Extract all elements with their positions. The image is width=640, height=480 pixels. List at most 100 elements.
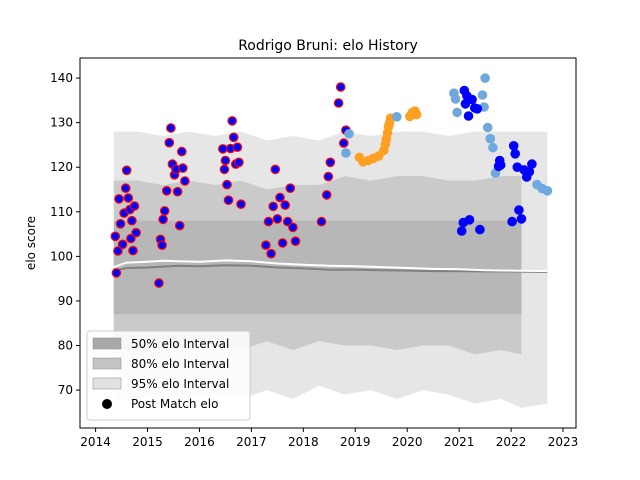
data-point-s0-23 xyxy=(166,123,176,133)
data-point-s0-49 xyxy=(272,214,283,224)
interval-band-2 xyxy=(113,220,522,315)
x-tick-label-7: 2021 xyxy=(444,435,475,449)
line-median xyxy=(113,264,548,273)
data-point-s0-1 xyxy=(111,268,122,278)
legend-label-3: Post Match elo xyxy=(131,397,218,411)
data-point-s3-18 xyxy=(514,205,524,215)
data-point-s2-0 xyxy=(341,148,351,158)
legend-box xyxy=(86,330,251,421)
data-point-s2-15 xyxy=(542,186,553,196)
legend: 50% elo Interval 80% elo Interval 95% elo … xyxy=(86,330,251,421)
data-point-s0-8 xyxy=(121,165,132,176)
data-point-s1-4 xyxy=(373,151,384,161)
data-point-s3-10 xyxy=(475,224,485,235)
data-point-s0-61 xyxy=(333,98,344,108)
data-point-s0-20 xyxy=(159,206,170,216)
data-point-s0-3 xyxy=(114,194,124,204)
data-point-s0-27 xyxy=(172,186,183,197)
data-point-s0-5 xyxy=(117,239,128,250)
data-point-s0-53 xyxy=(282,216,293,227)
data-point-s3-6 xyxy=(464,215,475,225)
data-point-s0-33 xyxy=(219,164,230,175)
data-point-s0-48 xyxy=(270,164,281,175)
data-point-s0-51 xyxy=(277,238,288,248)
data-point-s0-58 xyxy=(321,190,332,200)
data-point-s0-14 xyxy=(129,201,140,211)
data-point-s0-9 xyxy=(123,193,134,203)
y-tick-label-0: 70 xyxy=(58,383,73,397)
legend-marker-3 xyxy=(102,399,112,409)
data-point-s0-12 xyxy=(127,215,137,226)
data-point-s2-11 xyxy=(488,142,498,153)
x-tick-label-5: 2019 xyxy=(340,435,371,449)
data-point-s3-13 xyxy=(495,160,506,170)
data-point-s3-15 xyxy=(508,141,519,151)
axes-frame xyxy=(79,57,577,429)
data-point-s0-22 xyxy=(164,137,175,148)
data-point-s0-29 xyxy=(177,146,187,157)
data-point-s3-5 xyxy=(463,111,474,121)
y-tick-label-7: 140 xyxy=(50,71,73,85)
data-point-s2-10 xyxy=(485,133,496,144)
data-point-s3-0 xyxy=(456,226,467,236)
data-point-s0-0 xyxy=(110,231,121,242)
data-point-s0-11 xyxy=(126,233,136,244)
data-point-s0-15 xyxy=(131,227,141,238)
data-point-s0-42 xyxy=(234,157,244,168)
x-tick-label-1: 2015 xyxy=(132,435,163,449)
data-point-s3-23 xyxy=(527,159,537,169)
data-point-s0-35 xyxy=(222,179,232,190)
legend-swatch-2 xyxy=(92,377,122,390)
y-tick-label-5: 120 xyxy=(50,160,73,174)
data-point-s3-16 xyxy=(510,149,520,159)
legend-swatch-1 xyxy=(92,357,122,370)
data-point-s0-54 xyxy=(285,183,296,193)
x-tick-label-8: 2022 xyxy=(496,435,527,449)
legend-label-1: 80% elo Interval xyxy=(131,357,229,371)
data-point-s2-1 xyxy=(344,129,354,139)
data-point-s2-4 xyxy=(450,94,461,104)
chart-title: Rodrigo Bruni: elo History xyxy=(238,38,418,54)
data-point-s0-47 xyxy=(268,201,278,212)
y-axis-ticks: 70 80 90 100 110 120 130 140 xyxy=(50,71,80,397)
data-point-s0-38 xyxy=(227,116,237,126)
y-tick-label-1: 80 xyxy=(58,339,73,353)
y-tick-label-4: 110 xyxy=(50,205,73,219)
data-point-s2-5 xyxy=(452,107,462,118)
data-point-s0-62 xyxy=(335,82,346,92)
y-tick-label-2: 90 xyxy=(58,294,73,308)
data-point-s0-34 xyxy=(220,155,231,166)
data-point-s0-56 xyxy=(290,236,301,246)
data-point-s2-8 xyxy=(480,73,490,83)
data-point-s0-52 xyxy=(280,200,290,210)
data-point-s0-44 xyxy=(261,240,271,250)
data-point-s0-7 xyxy=(120,183,131,193)
data-point-s0-2 xyxy=(113,246,123,256)
data-point-s0-21 xyxy=(161,186,172,196)
x-tick-label-6: 2020 xyxy=(392,435,423,449)
data-point-s0-13 xyxy=(128,245,138,256)
data-point-s3-9 xyxy=(472,104,483,114)
data-point-s0-16 xyxy=(154,278,164,288)
data-point-s1-15 xyxy=(411,109,422,120)
data-point-s0-4 xyxy=(115,219,126,229)
data-point-s0-39 xyxy=(228,132,239,143)
x-tick-label-9: 2023 xyxy=(548,435,579,449)
data-point-s2-9 xyxy=(482,122,493,133)
x-tick-label-0: 2014 xyxy=(80,435,111,449)
y-axis-label: elo score xyxy=(24,216,38,270)
x-tick-label-3: 2017 xyxy=(236,435,267,449)
data-point-s0-59 xyxy=(323,171,334,182)
data-point-s0-28 xyxy=(174,220,185,231)
legend-label-0: 50% elo Interval xyxy=(131,337,229,351)
x-tick-label-2: 2016 xyxy=(184,435,215,449)
data-point-s0-32 xyxy=(218,144,228,154)
data-point-s0-46 xyxy=(266,248,276,259)
data-point-s0-41 xyxy=(232,142,243,152)
y-tick-label-6: 130 xyxy=(50,116,73,130)
data-point-s0-57 xyxy=(316,216,327,227)
x-tick-label-4: 2018 xyxy=(288,435,319,449)
data-point-s0-45 xyxy=(263,216,274,227)
data-point-s0-55 xyxy=(288,222,298,233)
